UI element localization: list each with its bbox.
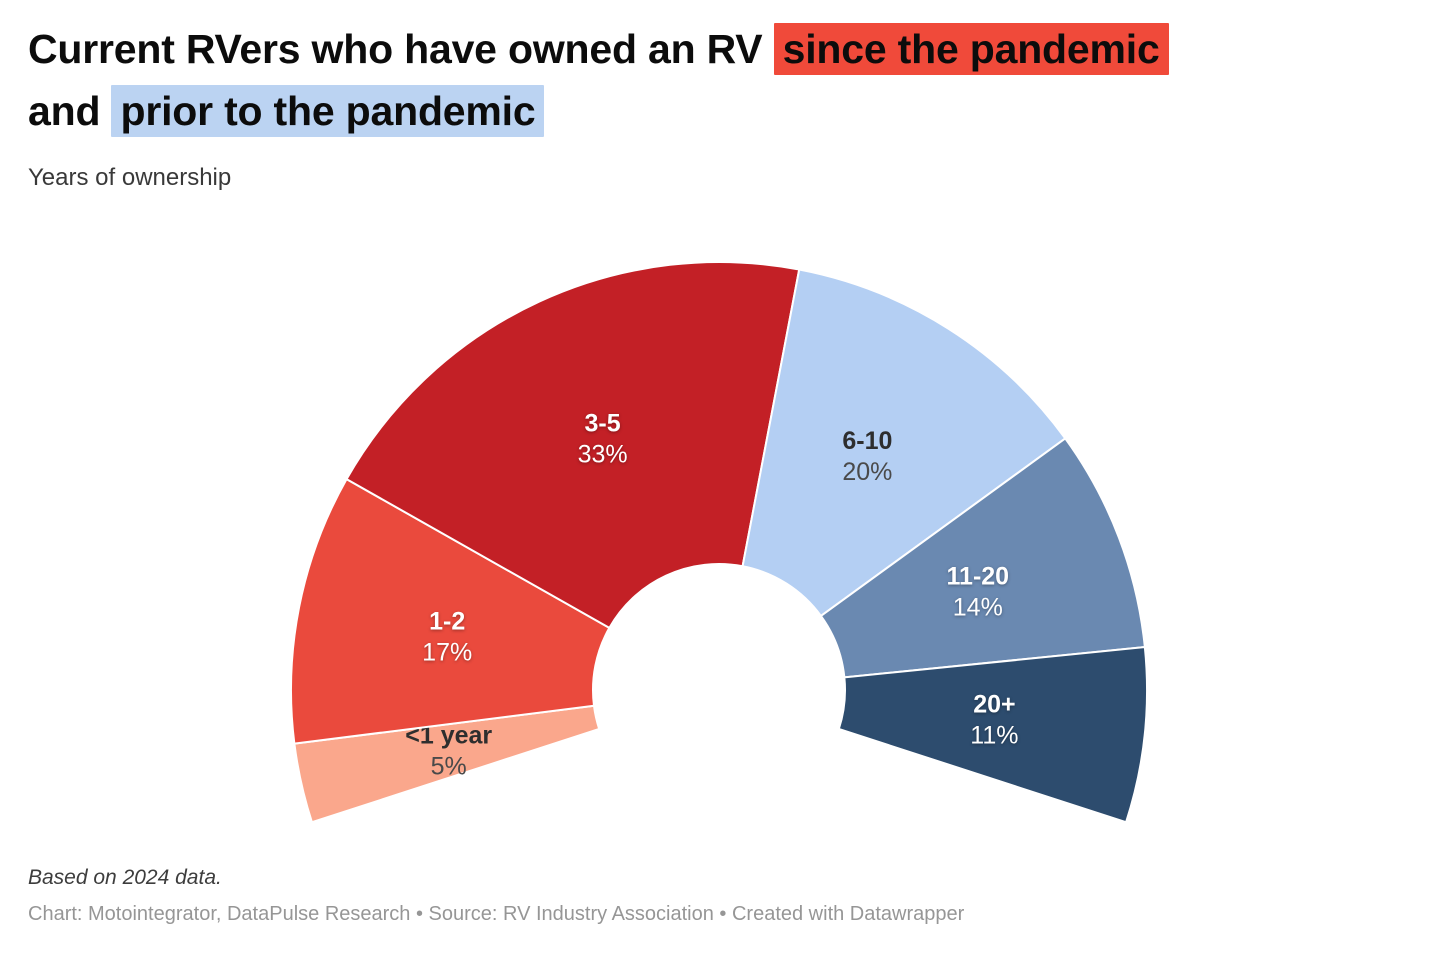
footnote: Based on 2024 data. — [28, 866, 222, 889]
attribution-byline: Chart: Motointegrator, DataPulse Researc… — [28, 903, 965, 925]
segment-label-1-2: 1-2 17% — [422, 607, 472, 666]
donut-segment-20+ — [837, 646, 1148, 824]
segment-label-11-20: 11-20 14% — [947, 562, 1010, 621]
title-line-1: Current RVers who have owned an RV since… — [28, 18, 1420, 80]
donut-segment-11-20 — [819, 437, 1146, 679]
donut-segment-3-5 — [345, 261, 801, 629]
title-highlight-since-pandemic: since the pandemic — [773, 23, 1169, 75]
segment-label-6-10: 6-10 20% — [842, 427, 892, 486]
donut-segment-6-10 — [741, 268, 1067, 617]
chart-subtitle: Years of ownership — [28, 164, 232, 191]
segment-label-3-5: 3-5 33% — [578, 410, 628, 469]
title-highlight-prior-pandemic: prior to the pandemic — [111, 85, 545, 137]
title-text-1: Current RVers who have owned an RV — [28, 26, 774, 72]
chart-title: Current RVers who have owned an RV since… — [28, 18, 1420, 142]
segment-label-20+: 20+ 11% — [970, 691, 1018, 750]
donut-segment-1-2 — [290, 478, 611, 745]
title-line-2: and prior to the pandemic — [28, 80, 1420, 142]
title-text-2: and — [28, 88, 112, 134]
